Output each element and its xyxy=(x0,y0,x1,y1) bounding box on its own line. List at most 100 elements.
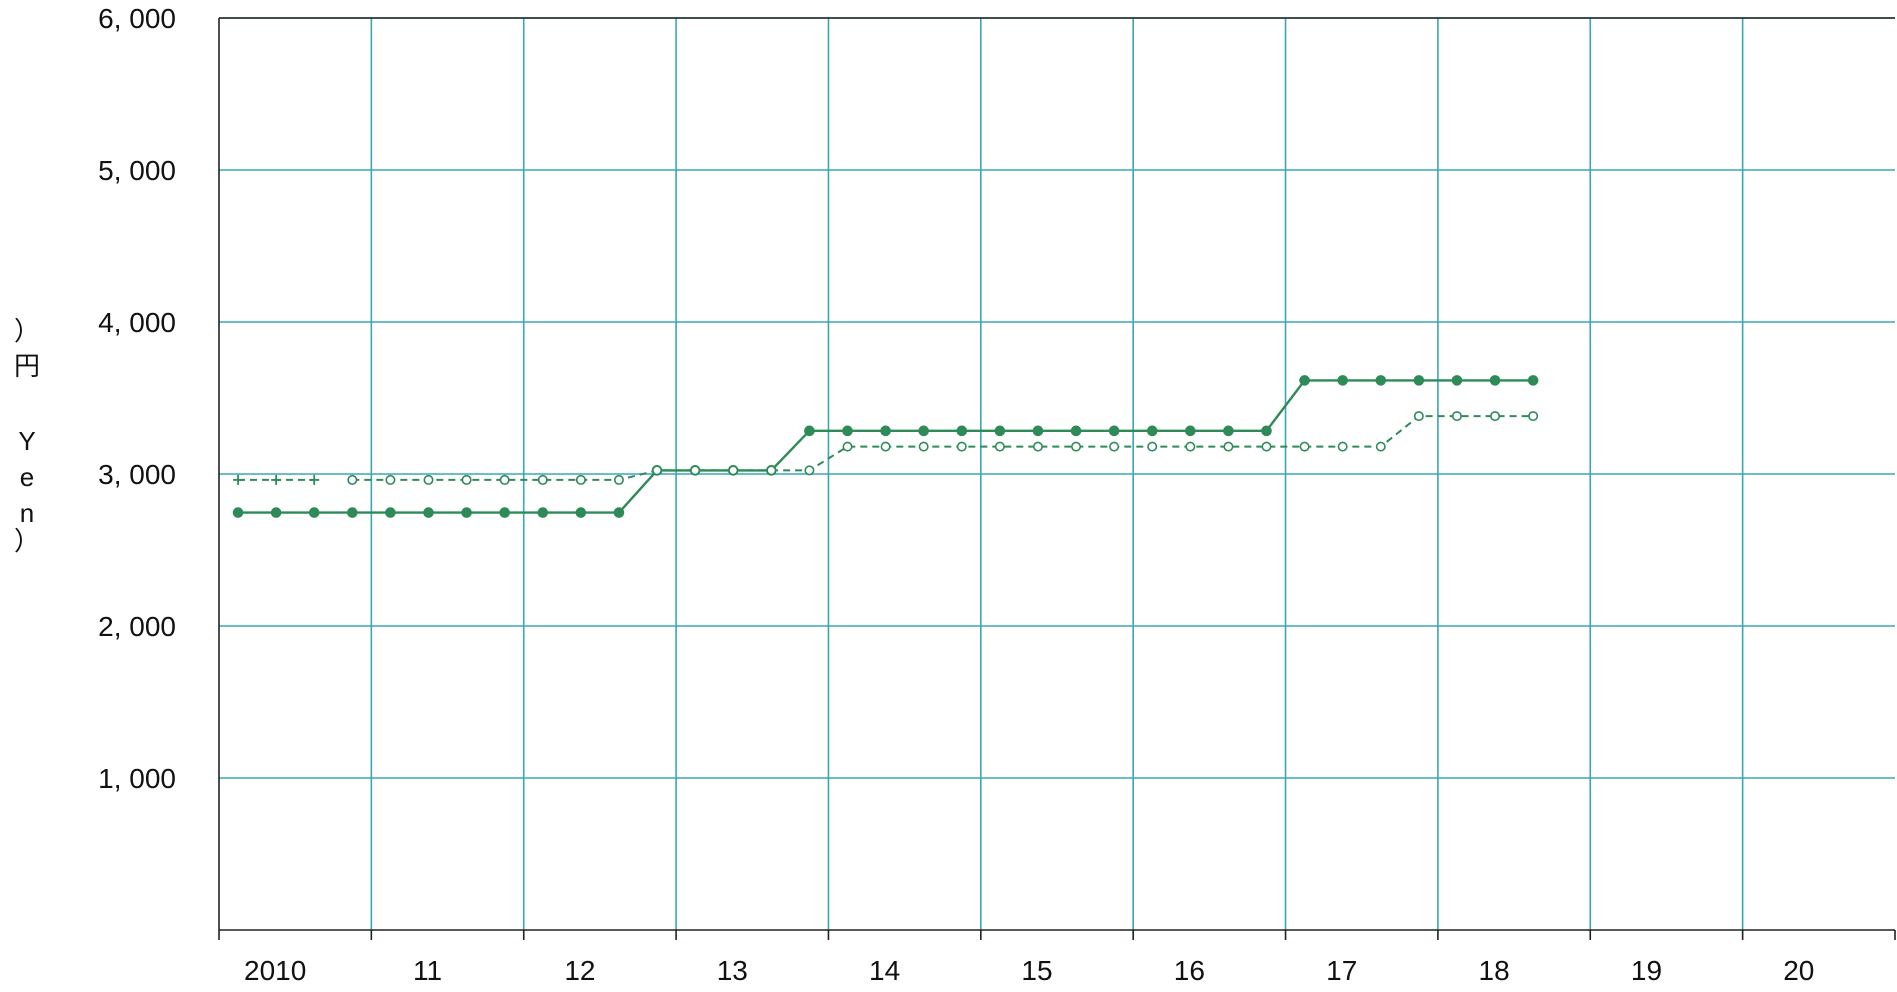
data-point xyxy=(1490,411,1501,422)
y-axis-label-char: Y xyxy=(18,426,35,456)
data-point xyxy=(613,474,624,485)
grid xyxy=(219,17,1895,930)
data-point xyxy=(461,474,472,485)
data-point xyxy=(270,507,282,518)
data-point xyxy=(537,474,548,485)
y-axis-label-char: 円 xyxy=(14,351,40,381)
series-1 xyxy=(233,474,320,485)
data-point xyxy=(1375,441,1386,452)
data-point xyxy=(1413,375,1425,386)
y-tick-label: 2, 000 xyxy=(98,611,176,642)
x-tick-label: 14 xyxy=(869,955,900,986)
data-point xyxy=(385,507,396,518)
data-point xyxy=(1032,425,1044,437)
x-tick-label: 20 xyxy=(1783,955,1814,986)
x-tick-label: 17 xyxy=(1326,955,1357,986)
data-point xyxy=(1223,441,1234,452)
y-axis-label-char: e xyxy=(20,462,34,492)
data-point xyxy=(308,507,320,518)
data-point xyxy=(232,507,244,518)
data-point xyxy=(842,425,853,437)
x-tick-label: 19 xyxy=(1631,955,1662,986)
data-point xyxy=(1261,441,1272,452)
data-point xyxy=(1375,375,1387,386)
data-point xyxy=(423,507,434,518)
y-tick-label: 1, 000 xyxy=(98,763,176,794)
data-point xyxy=(1337,441,1348,452)
x-tick-label: 2010 xyxy=(244,955,306,986)
x-tick-label: 16 xyxy=(1174,955,1205,986)
y-tick-label: 4, 000 xyxy=(98,307,176,338)
data-point xyxy=(1108,425,1120,437)
data-point xyxy=(1451,411,1462,422)
y-tick-label: 5, 000 xyxy=(98,155,176,186)
data-point xyxy=(1223,425,1234,437)
data-point xyxy=(918,425,929,437)
data-point xyxy=(880,441,891,452)
data-point xyxy=(804,465,815,476)
data-point xyxy=(804,425,815,437)
data-point xyxy=(1299,375,1310,386)
data-point xyxy=(499,474,510,485)
data-point xyxy=(1185,441,1196,452)
data-point xyxy=(347,507,358,518)
data-point xyxy=(461,507,472,518)
data-point xyxy=(1147,441,1158,452)
y-tick-label: 6, 000 xyxy=(98,3,176,34)
data-point xyxy=(1185,425,1196,437)
data-point xyxy=(233,474,244,485)
x-tick-label: 15 xyxy=(1021,955,1052,986)
data-point xyxy=(1070,425,1082,437)
series xyxy=(232,375,1539,518)
data-point xyxy=(575,507,587,518)
series-line xyxy=(352,415,1534,481)
data-point xyxy=(956,441,967,452)
data-point xyxy=(1413,411,1424,422)
series-2 xyxy=(347,411,1539,485)
x-tick-label: 18 xyxy=(1479,955,1510,986)
data-point xyxy=(1337,375,1348,386)
data-point xyxy=(423,474,434,485)
data-point xyxy=(1261,425,1272,437)
data-point xyxy=(1071,441,1082,452)
data-point xyxy=(271,474,282,485)
axes xyxy=(218,17,1896,940)
data-point xyxy=(1109,441,1120,452)
data-point xyxy=(1527,375,1539,386)
data-point xyxy=(1032,441,1043,452)
data-point xyxy=(766,465,777,476)
data-point xyxy=(537,507,549,518)
data-point xyxy=(690,465,701,476)
data-point xyxy=(575,474,586,485)
data-point xyxy=(956,425,968,437)
data-point xyxy=(1528,411,1539,422)
data-point xyxy=(994,441,1005,452)
data-point xyxy=(385,474,396,485)
x-tick-label: 11 xyxy=(413,955,442,986)
data-point xyxy=(309,474,320,485)
data-point xyxy=(1299,441,1310,452)
data-point xyxy=(613,507,625,518)
y-axis-label-char: ） xyxy=(14,316,40,346)
data-point xyxy=(1489,375,1501,386)
data-point xyxy=(1146,425,1158,437)
data-point xyxy=(880,425,891,437)
data-point xyxy=(728,465,739,476)
data-point xyxy=(1451,375,1463,386)
x-tick-labels: 2010 11 12 13 14 15 16 17 18 19 20 xyxy=(244,955,1814,986)
y-axis-label-char: ） xyxy=(14,526,40,556)
data-point xyxy=(842,441,853,452)
y-axis-label-char: n xyxy=(20,498,34,528)
data-point xyxy=(347,474,358,485)
y-tick-label: 3, 000 xyxy=(98,459,176,490)
x-tick-label: 13 xyxy=(717,955,748,986)
y-tick-labels: 6, 000 5, 000 4, 000 3, 000 2, 000 1, 000 xyxy=(98,3,176,794)
x-tick-label: 12 xyxy=(564,955,595,986)
data-point xyxy=(994,425,1006,437)
data-point xyxy=(918,441,929,452)
data-point xyxy=(499,507,510,518)
data-point xyxy=(652,465,663,476)
